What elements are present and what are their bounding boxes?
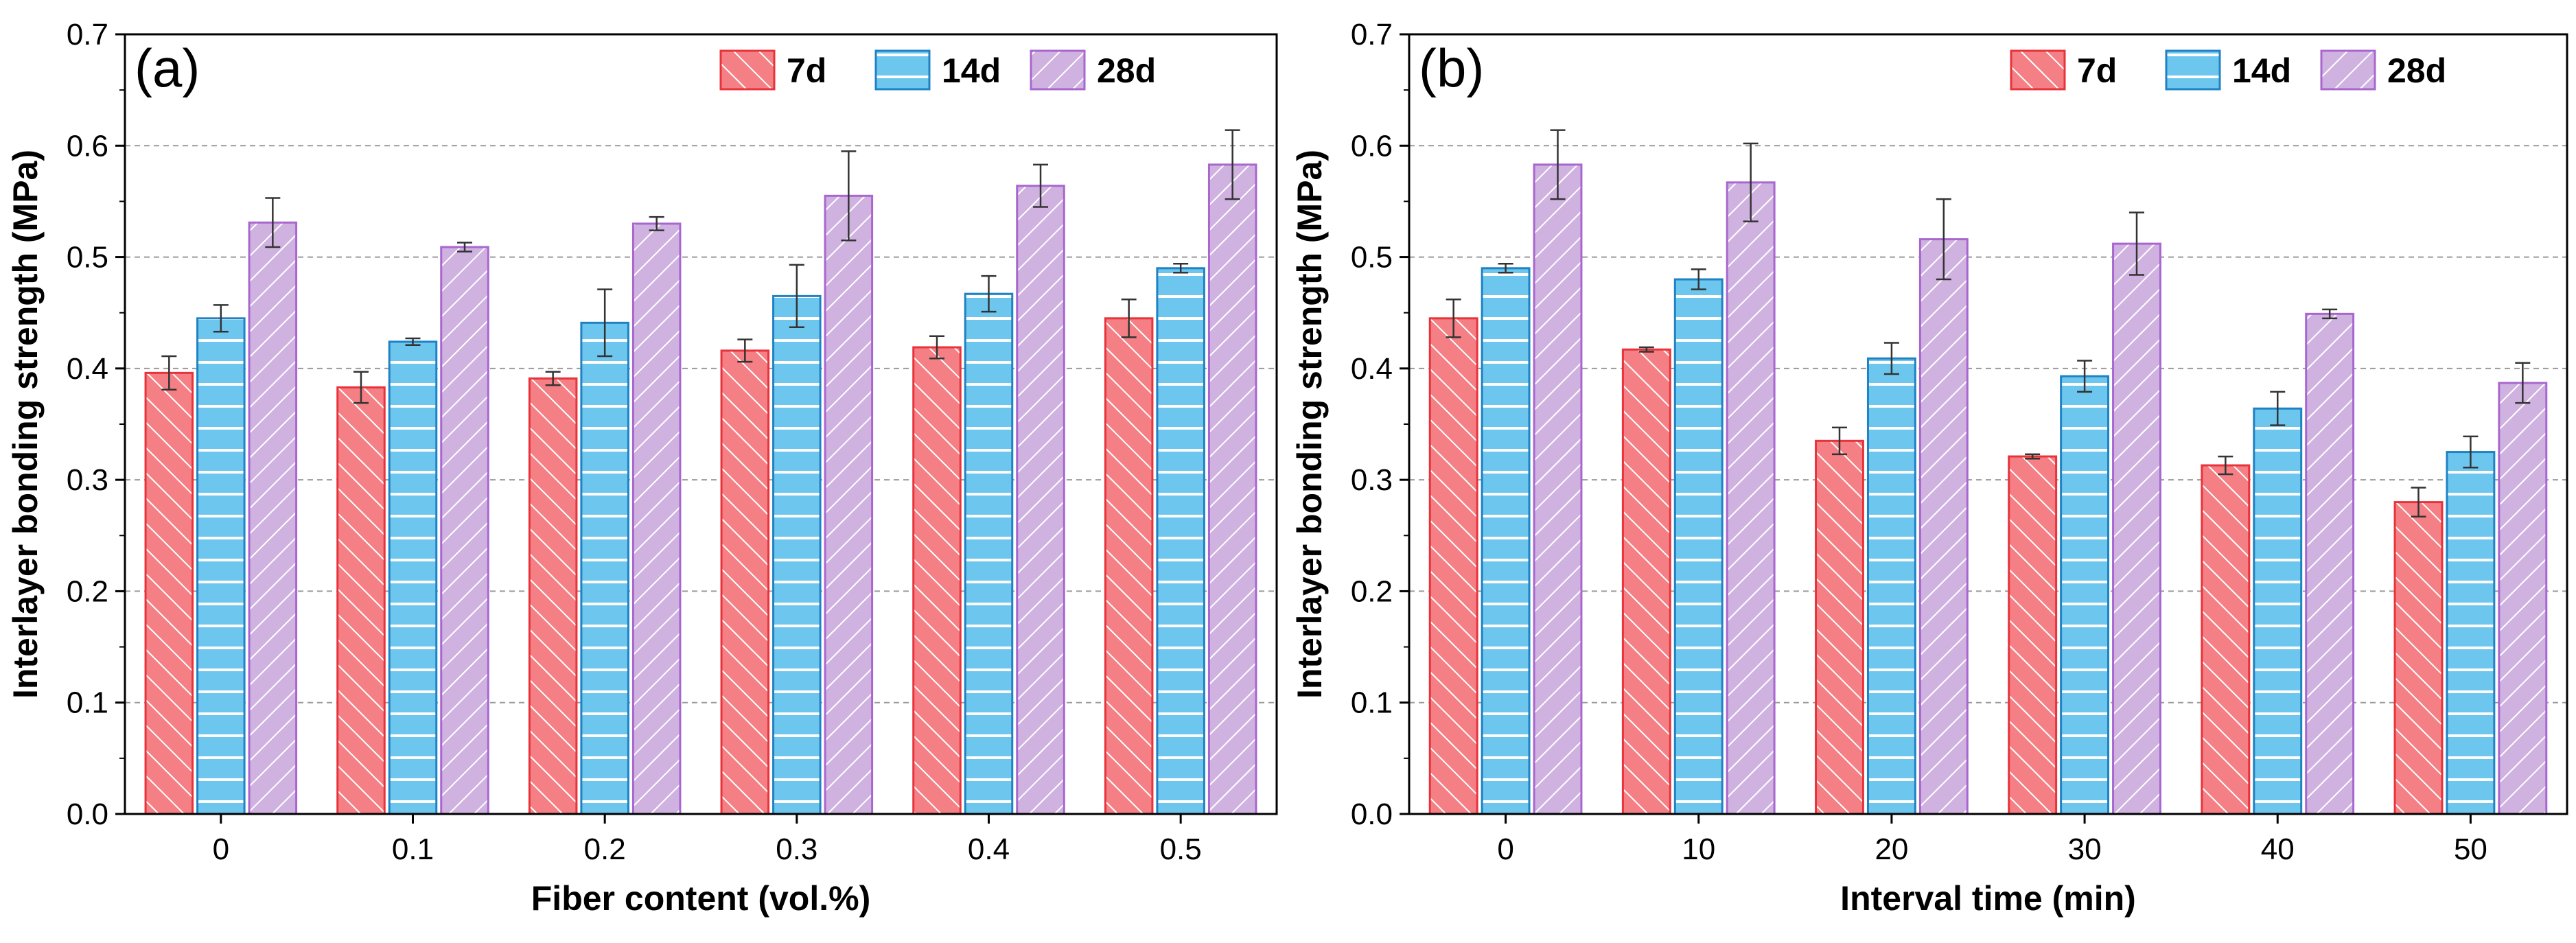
bar-14d xyxy=(772,294,822,815)
y-axis: 0.0 0.1 0.2 0.3 0.4 0.5 0.6 0.7 xyxy=(67,18,125,831)
error-bars xyxy=(1446,129,2531,517)
bar-28d xyxy=(1016,185,1065,815)
bar-28d xyxy=(440,246,489,815)
bar-14d xyxy=(196,317,246,815)
legend-swatch-28d xyxy=(2320,49,2376,91)
bar-14d xyxy=(1673,278,1724,815)
x-axis-title: Fiber content (vol.%) xyxy=(531,879,870,918)
bar-14d xyxy=(2446,451,2496,815)
legend-label-28d: 28d xyxy=(2387,51,2446,90)
y-tick-label: 0.2 xyxy=(67,574,108,608)
y-axis-title: Interlayer bonding strength (MPa) xyxy=(6,150,45,699)
bars xyxy=(144,163,1257,815)
bar-7d xyxy=(1104,317,1154,815)
legend-label-7d: 7d xyxy=(787,51,826,90)
bars xyxy=(1428,163,2548,815)
x-tick-label: 0.1 xyxy=(392,833,434,866)
x-tick-label: 0.3 xyxy=(776,833,817,866)
bar-28d xyxy=(2305,312,2355,815)
bar-28d xyxy=(2498,382,2548,815)
y-tick-label: 0.6 xyxy=(67,129,108,163)
y-tick-label: 0.5 xyxy=(67,241,108,275)
chart-panel-a: 0.00.10.20.30.40.50.60.7 0 0.1 0.2 0.3 0.4 0.… xyxy=(6,18,1278,918)
bar-14d xyxy=(1156,267,1205,815)
error-bars xyxy=(161,129,1240,404)
bar-7d xyxy=(1621,348,1671,815)
bar-14d xyxy=(580,321,629,815)
bar-28d xyxy=(824,194,874,815)
bar-14d xyxy=(388,340,438,815)
y-tick-label: 0.0 xyxy=(1351,798,1393,831)
panel-label: (b) xyxy=(1419,38,1484,98)
x-tick-label: 30 xyxy=(2068,833,2102,866)
x-tick-label: 50 xyxy=(2454,833,2487,866)
y-tick-label: 0.4 xyxy=(67,352,108,386)
y-axis: 0.0 0.1 0.2 0.3 0.4 0.5 0.6 0.7 xyxy=(1351,18,1409,831)
y-tick-label: 0.0 xyxy=(67,798,108,831)
bar-7d xyxy=(528,377,578,815)
bar-7d xyxy=(1428,317,1478,815)
bar-7d xyxy=(2008,455,2058,815)
bar-7d xyxy=(144,371,194,815)
grid-lines xyxy=(125,145,1277,703)
bar-7d xyxy=(912,346,962,815)
x-tick-label: 0.4 xyxy=(968,833,1010,866)
x-tick-label: 20 xyxy=(1875,833,1908,866)
plot-frame xyxy=(124,33,1278,815)
bar-14d xyxy=(1866,357,1916,815)
x-axis-title: Interval time (min) xyxy=(1840,879,2136,918)
legend: 7d 14d 28d xyxy=(719,49,1156,91)
bar-28d xyxy=(2112,242,2161,815)
legend-label-7d: 7d xyxy=(2077,51,2117,90)
bar-28d xyxy=(1207,163,1257,815)
y-tick-label: 0.5 xyxy=(1351,241,1393,275)
legend-swatch-28d xyxy=(1030,49,1086,91)
x-tick-label: 0.5 xyxy=(1160,833,1202,866)
bar-28d xyxy=(1918,238,1969,815)
y-tick-label: 0.4 xyxy=(1351,352,1393,386)
legend-swatch-7d xyxy=(719,49,776,91)
legend-swatch-14d xyxy=(2165,49,2221,91)
chart-panel-b: 0.0 0.1 0.2 0.3 0.4 0.5 0.6 0.7 0 10 20 30 40 50 (b)… xyxy=(1290,18,2568,918)
bar-14d xyxy=(2060,375,2110,815)
x-tick-label: 0 xyxy=(1497,833,1513,866)
y-tick-label: 0.3 xyxy=(1351,463,1393,497)
legend-swatch-7d xyxy=(2010,49,2066,91)
y-tick-label: 0.1 xyxy=(1351,686,1393,720)
legend: 7d 14d 28d xyxy=(2010,49,2446,91)
bar-7d xyxy=(2393,501,2444,815)
bar-28d xyxy=(1533,163,1583,815)
y-tick-label: 0.1 xyxy=(67,686,108,720)
legend-label-28d: 28d xyxy=(1097,51,1156,90)
y-tick-label: 0.7 xyxy=(1351,18,1393,51)
bar-7d xyxy=(2201,464,2251,815)
bar-7d xyxy=(336,386,386,815)
panel-label: (a) xyxy=(135,38,200,98)
x-tick-label: 0.2 xyxy=(584,833,626,866)
legend-swatch-14d xyxy=(874,49,931,91)
legend-label-14d: 14d xyxy=(2232,51,2291,90)
legend-label-14d: 14d xyxy=(942,51,1001,90)
bar-28d xyxy=(1726,181,1776,815)
bar-7d xyxy=(720,349,770,815)
x-tick-label: 40 xyxy=(2261,833,2295,866)
bar-28d xyxy=(631,222,682,815)
bar-14d xyxy=(1481,267,1531,815)
x-tick-label: 0 xyxy=(213,833,229,866)
y-axis-title: Interlayer bonding strength (MPa) xyxy=(1290,150,1329,699)
y-tick-label: 0.2 xyxy=(1351,574,1393,608)
x-tick-label: 10 xyxy=(1682,833,1715,866)
bar-7d xyxy=(1815,439,1864,815)
bar-28d xyxy=(248,221,298,815)
y-tick-label: 0.6 xyxy=(1351,129,1393,163)
y-tick-label: 0.7 xyxy=(67,18,108,51)
y-tick-label: 0.3 xyxy=(67,463,108,497)
bar-14d xyxy=(964,292,1014,815)
plot-frame xyxy=(1408,33,2568,815)
grid-lines xyxy=(1409,145,2567,703)
bar-14d xyxy=(2253,407,2303,815)
x-axis: 0 0.1 0.2 0.3 0.4 0.5 xyxy=(213,814,1202,866)
x-axis: 0 10 20 30 40 50 xyxy=(1497,814,2487,866)
